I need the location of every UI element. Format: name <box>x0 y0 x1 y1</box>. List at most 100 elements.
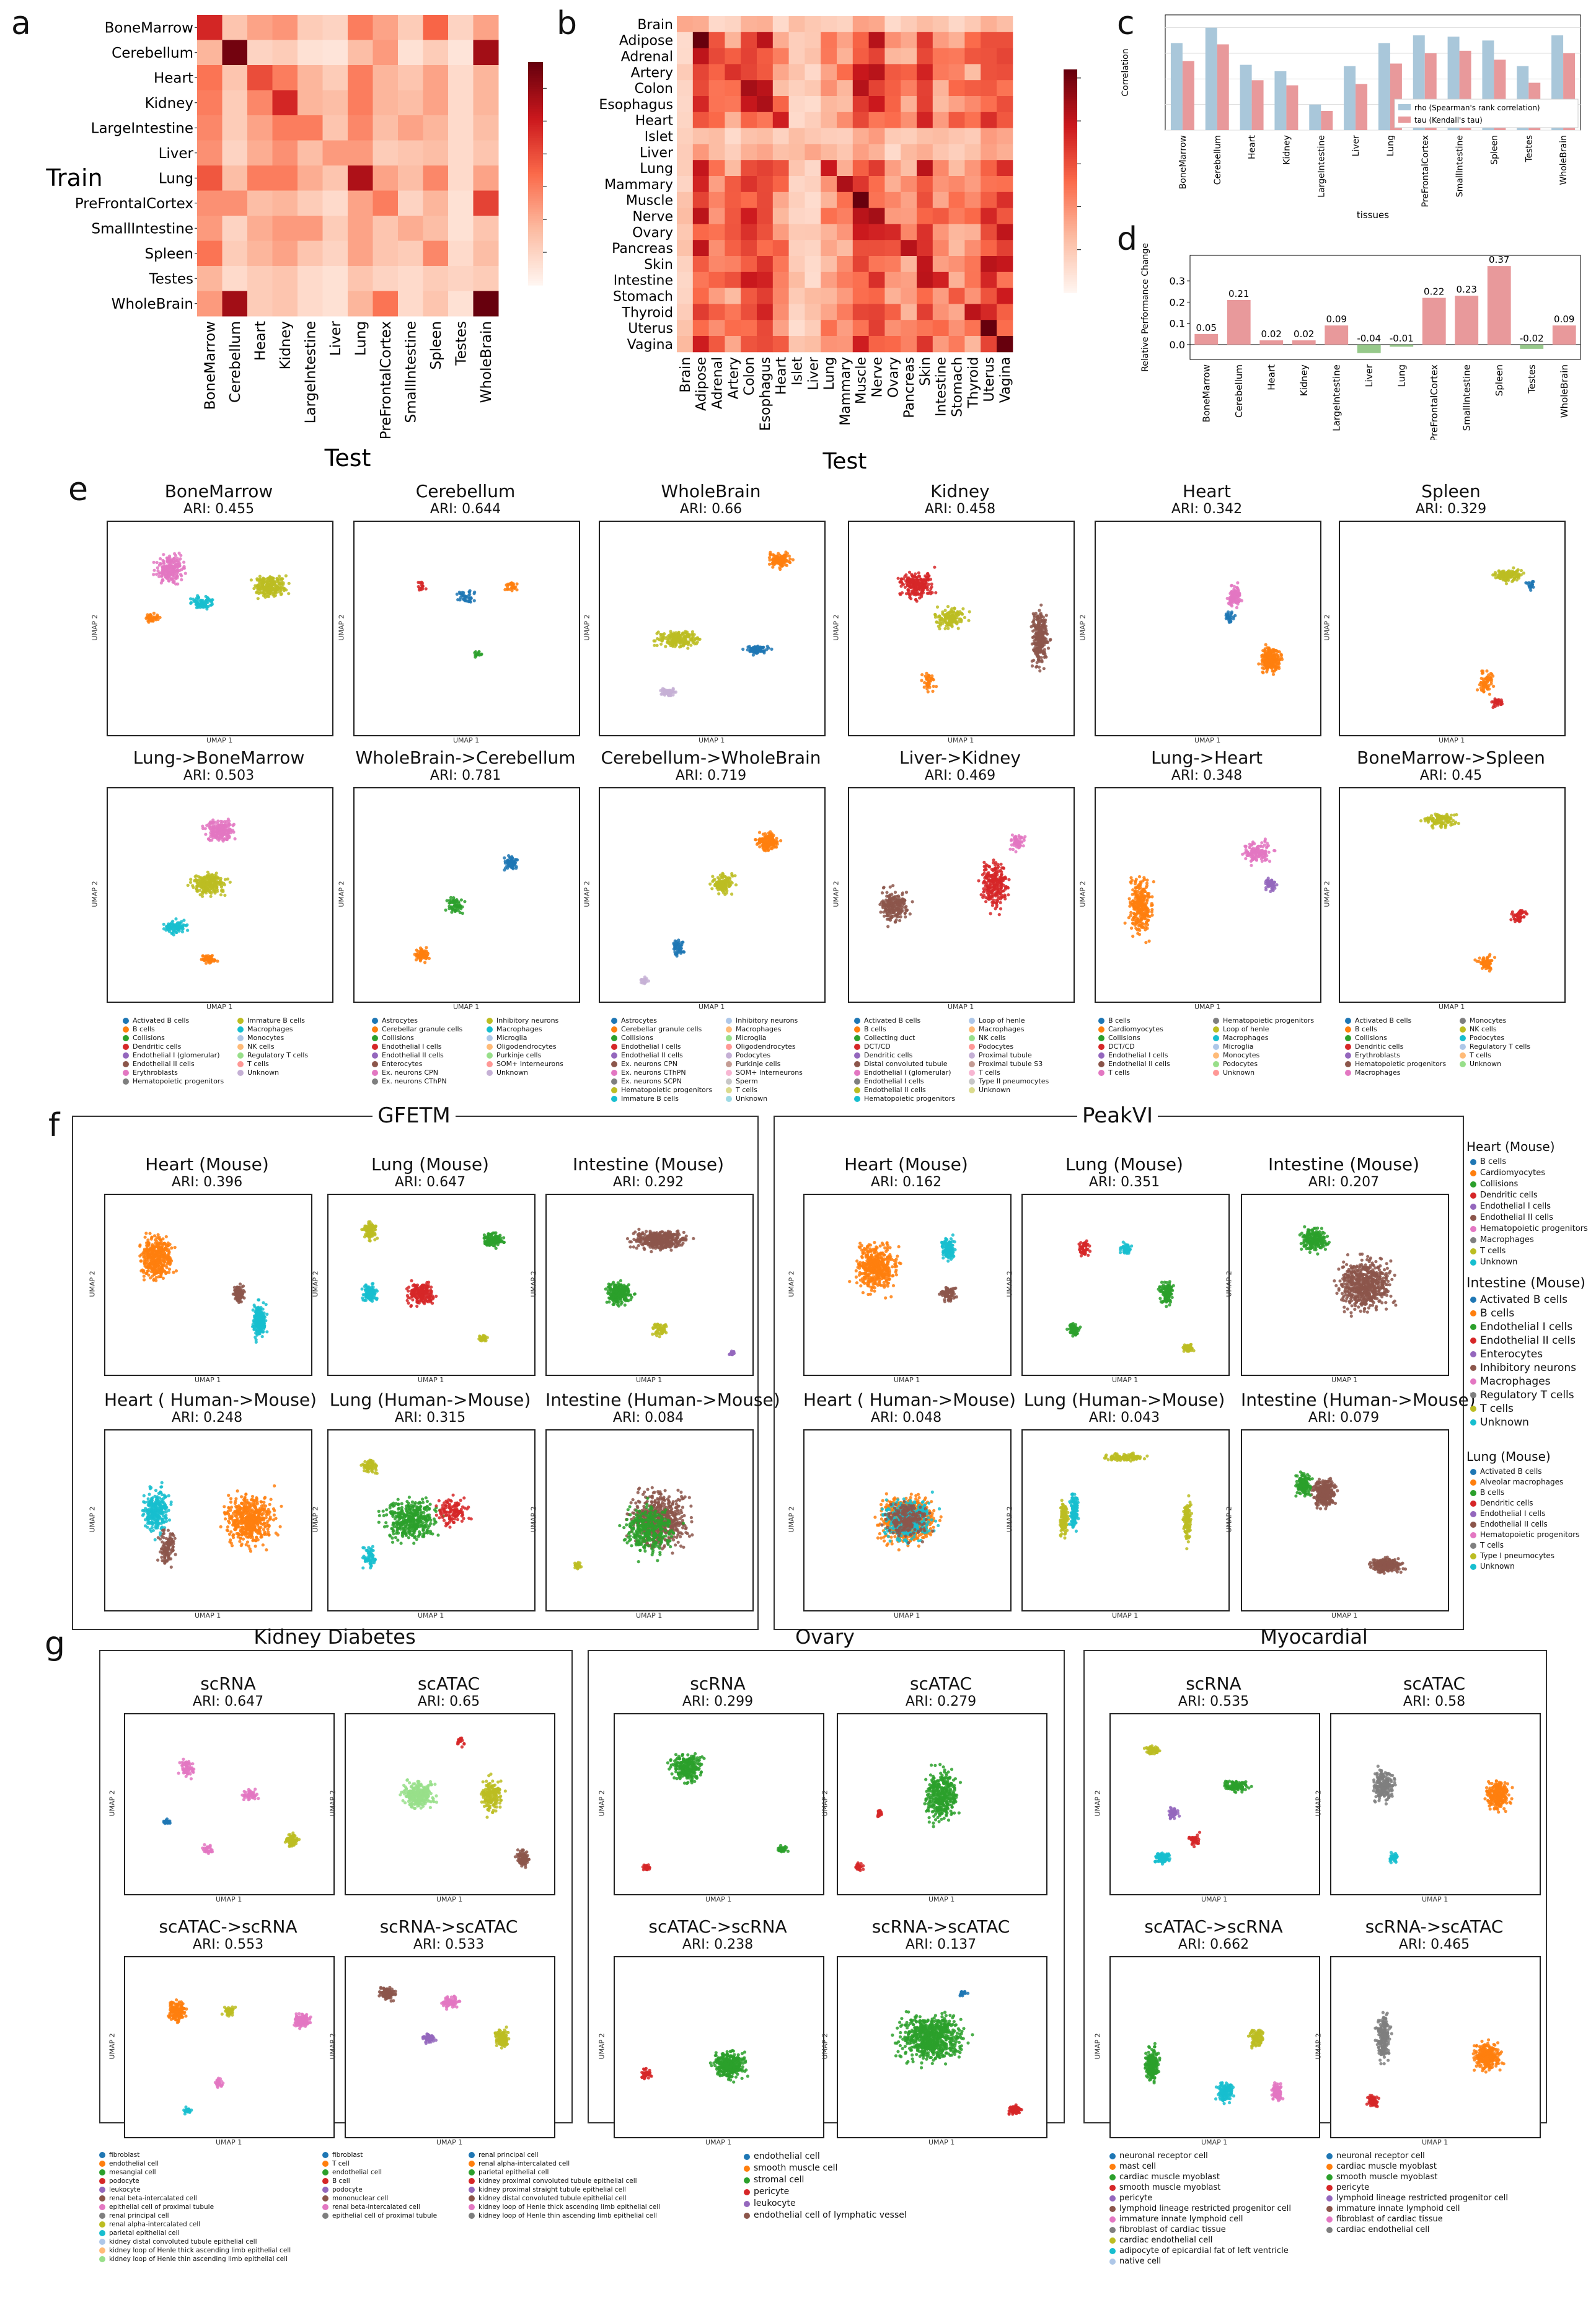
heatmap-cell <box>948 288 965 304</box>
heatmap-cell <box>852 336 870 353</box>
heatmap-cell <box>997 320 1013 337</box>
heatmap-cell <box>948 144 965 161</box>
cell-point <box>946 605 950 609</box>
cell-point <box>999 884 1003 888</box>
colorbar-step <box>528 118 543 121</box>
heatmap-cell <box>448 65 474 90</box>
heatmap-cell <box>917 192 933 209</box>
cell-point <box>1532 580 1535 584</box>
cell-point <box>1263 655 1267 658</box>
cell-point <box>907 570 912 574</box>
umap-y-label: UMAP 2 <box>583 881 591 907</box>
cell-point <box>149 614 152 617</box>
cell-point <box>152 611 156 615</box>
cell-point <box>213 958 217 962</box>
colorbar-step <box>1064 130 1077 133</box>
heatmap-cell <box>677 80 694 97</box>
heatmap-cell <box>725 304 741 320</box>
cell-point <box>424 587 428 591</box>
cell-point <box>897 915 901 919</box>
heatmap-cell <box>884 16 901 33</box>
heatmap-cell <box>932 304 950 320</box>
cell-point <box>1235 606 1239 609</box>
heatmap-cell <box>964 256 981 273</box>
row-label: Ovary <box>632 225 673 240</box>
cell-point <box>751 650 754 653</box>
data-label: 0.23 <box>1457 284 1477 295</box>
cell-point <box>984 865 988 868</box>
colorbar-step <box>528 224 543 227</box>
cell-point <box>1031 635 1034 640</box>
row-label: Nerve <box>632 209 673 225</box>
cell-point <box>162 922 165 926</box>
heatmap-cell <box>348 216 373 241</box>
heatmap-cell <box>964 224 981 240</box>
heatmap-cell <box>901 224 917 240</box>
colorbar-step <box>528 227 543 230</box>
heatmap-cell <box>821 32 837 49</box>
cell-point <box>1230 604 1234 608</box>
heatmap-cell <box>692 271 710 289</box>
colorbar-step <box>528 126 543 130</box>
heatmap-cell <box>692 32 710 49</box>
cell-point <box>154 618 158 622</box>
col-label: Intestine <box>934 357 950 417</box>
cell-point <box>455 593 459 596</box>
e-row2-2-ari: ARI: 0.719 <box>599 769 823 783</box>
cell-point <box>1512 566 1515 570</box>
colorbar-step <box>528 265 543 268</box>
heatmap-cell <box>788 160 805 177</box>
colorbar-step <box>1064 205 1077 208</box>
heatmap-cell <box>298 15 323 40</box>
cell-point <box>882 886 886 889</box>
e-row1-5-ari: ARI: 0.329 <box>1339 502 1563 517</box>
heatmap-cell <box>997 288 1013 304</box>
heatmap-cell <box>964 208 981 224</box>
heatmap-cell <box>821 304 837 320</box>
heatmap-cell <box>448 291 474 317</box>
cell-point <box>754 838 758 842</box>
colorbar-step <box>528 240 543 244</box>
cell-point <box>180 930 184 933</box>
cell-point <box>206 837 211 841</box>
colorbar-step <box>1064 179 1077 182</box>
heatmap-cell <box>948 80 965 97</box>
heatmap-cell <box>247 240 273 267</box>
cell-point <box>423 949 427 953</box>
cell-point <box>951 618 955 622</box>
cell-point <box>997 897 1000 901</box>
cell-point <box>223 820 227 824</box>
heatmap-cell <box>692 304 710 320</box>
heatmap-cell <box>932 336 950 353</box>
heatmap-cell <box>948 112 965 129</box>
cell-point <box>415 948 418 952</box>
cell-point <box>188 881 193 884</box>
heatmap-cell <box>917 48 933 64</box>
heatmap-cell <box>772 160 790 177</box>
bar <box>1286 85 1298 130</box>
cell-point <box>691 635 695 639</box>
colorbar-step <box>1064 181 1077 184</box>
cell-point <box>1034 665 1038 669</box>
cell-point <box>1491 573 1495 577</box>
heatmap-cell <box>373 90 399 116</box>
heatmap-cell <box>852 304 870 320</box>
heatmap-cell <box>757 208 774 224</box>
colorbar-step <box>528 108 543 112</box>
cell-point <box>195 889 199 893</box>
heatmap-cell <box>948 160 965 177</box>
cell-point <box>891 914 896 918</box>
heatmap-cell <box>788 16 805 33</box>
cell-point <box>960 612 964 616</box>
heatmap-cell <box>741 336 757 353</box>
cell-point <box>898 580 902 584</box>
heatmap-cell <box>692 192 710 209</box>
cell-point <box>938 627 941 630</box>
colorbar-step <box>528 258 543 261</box>
cell-point <box>984 900 988 904</box>
colorbar-step <box>1064 69 1077 73</box>
heatmap-cell <box>298 140 323 166</box>
heatmap-cell <box>322 40 348 66</box>
cell-point <box>993 887 997 891</box>
cell-point <box>223 830 226 834</box>
